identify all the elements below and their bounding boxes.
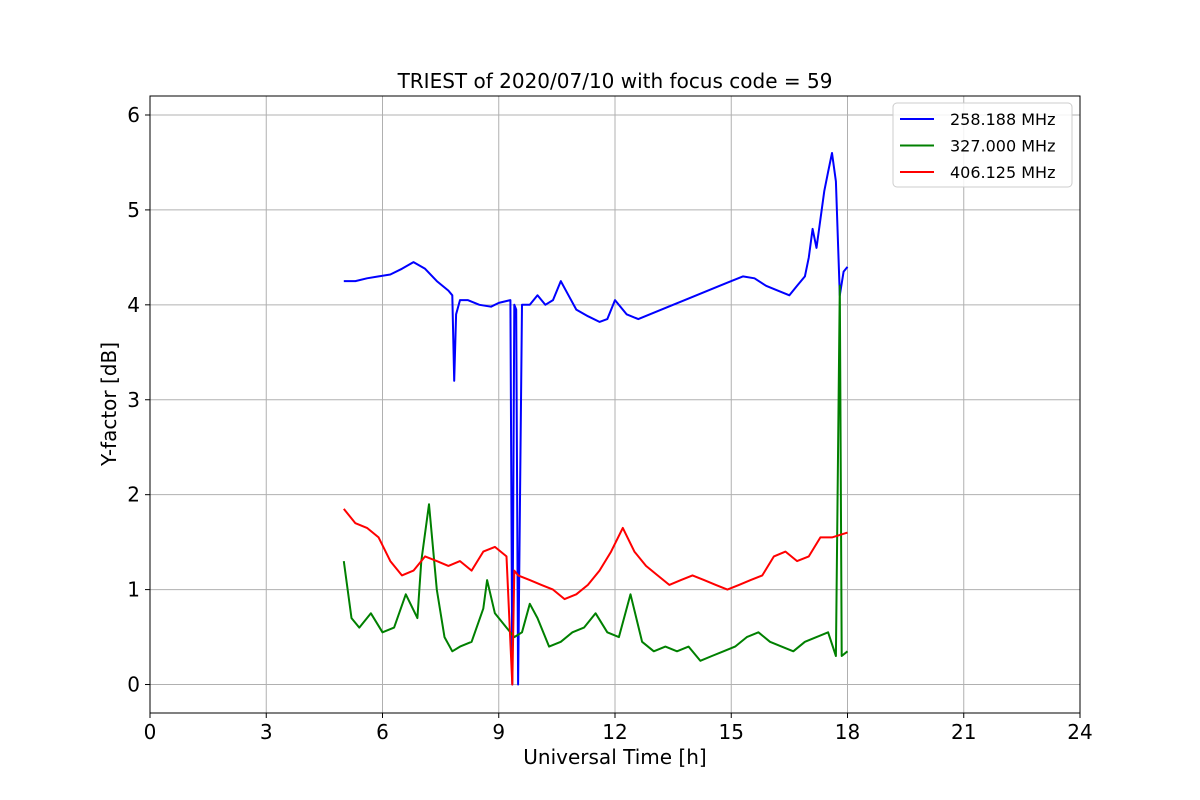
y-tick-label: 1 <box>127 578 140 602</box>
plot-area <box>342 152 849 686</box>
series-line-3 <box>343 508 848 686</box>
chart-title: TRIEST of 2020/07/10 with focus code = 5… <box>397 69 833 93</box>
y-tick-label: 0 <box>127 673 140 697</box>
x-tick-label: 21 <box>951 720 976 744</box>
series-line-2 <box>342 284 849 662</box>
x-tick-label: 15 <box>719 720 744 744</box>
legend: 258.188 MHz 327.000 MHz 406.125 MHz <box>892 102 1073 188</box>
x-tick-label: 12 <box>602 720 627 744</box>
x-tick-label: 6 <box>376 720 389 744</box>
x-tick-label: 24 <box>1067 720 1092 744</box>
x-tick-label: 18 <box>835 720 860 744</box>
y-tick-label: 3 <box>127 388 140 412</box>
y-axis-label: Y-factor [dB] <box>97 342 121 467</box>
legend-label-2: 327.000 MHz <box>950 137 1055 156</box>
legend-label-3: 406.125 MHz <box>950 163 1055 182</box>
y-tick-label: 2 <box>127 483 140 507</box>
y-tick-label: 4 <box>127 293 140 317</box>
x-tick-label: 3 <box>260 720 273 744</box>
y-axis-ticks: 0 1 2 3 4 5 6 <box>127 103 150 697</box>
legend-box <box>892 102 1073 188</box>
x-tick-label: 0 <box>144 720 157 744</box>
x-tick-label: 9 <box>492 720 505 744</box>
series-line-1 <box>343 152 849 686</box>
x-axis-label: Universal Time [h] <box>523 745 706 769</box>
x-axis-ticks: 0 3 6 9 12 15 18 21 24 <box>144 713 1093 744</box>
legend-label-1: 258.188 MHz <box>950 110 1055 129</box>
y-tick-label: 6 <box>127 103 140 127</box>
y-tick-label: 5 <box>127 198 140 222</box>
